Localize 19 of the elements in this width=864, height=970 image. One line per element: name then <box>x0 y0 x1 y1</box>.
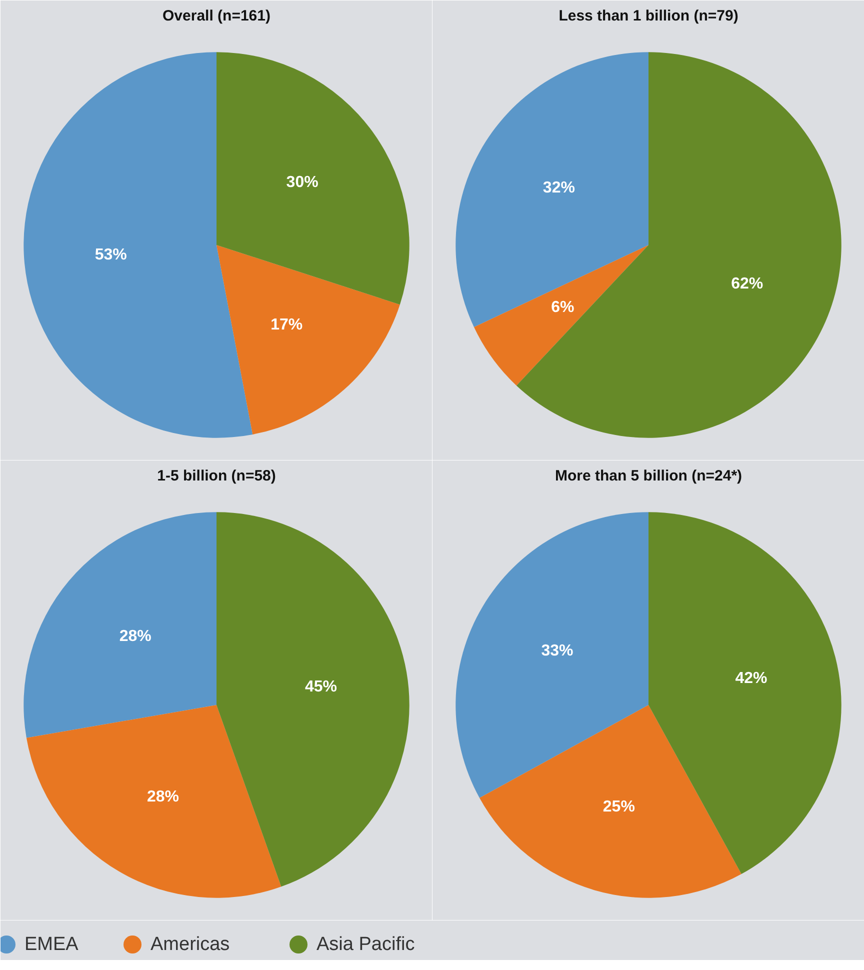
data-label: 32% <box>542 180 575 197</box>
legend-label: EMEA <box>24 934 79 955</box>
data-label: 42% <box>735 670 768 688</box>
data-label: 28% <box>119 628 152 646</box>
data-label: 6% <box>551 298 574 316</box>
chart-title: Overall (n=161) <box>162 8 270 24</box>
data-label: 28% <box>146 788 180 806</box>
chart-title: Less than 1 billion (n=79) <box>558 8 738 24</box>
data-label: 33% <box>541 642 574 660</box>
data-label: 45% <box>305 678 338 696</box>
data-label: 62% <box>731 276 764 293</box>
data-label: 25% <box>602 798 635 816</box>
chart-title: More than 5 billion (n=24*) <box>554 468 742 484</box>
legend-label: Americas <box>150 934 230 955</box>
legend-label: Asia Pacific <box>316 934 415 955</box>
chart-title: 1-5 billion (n=58) <box>157 468 276 484</box>
data-label: 53% <box>94 246 127 264</box>
data-label: 30% <box>286 174 318 192</box>
data-label: 17% <box>270 316 303 334</box>
